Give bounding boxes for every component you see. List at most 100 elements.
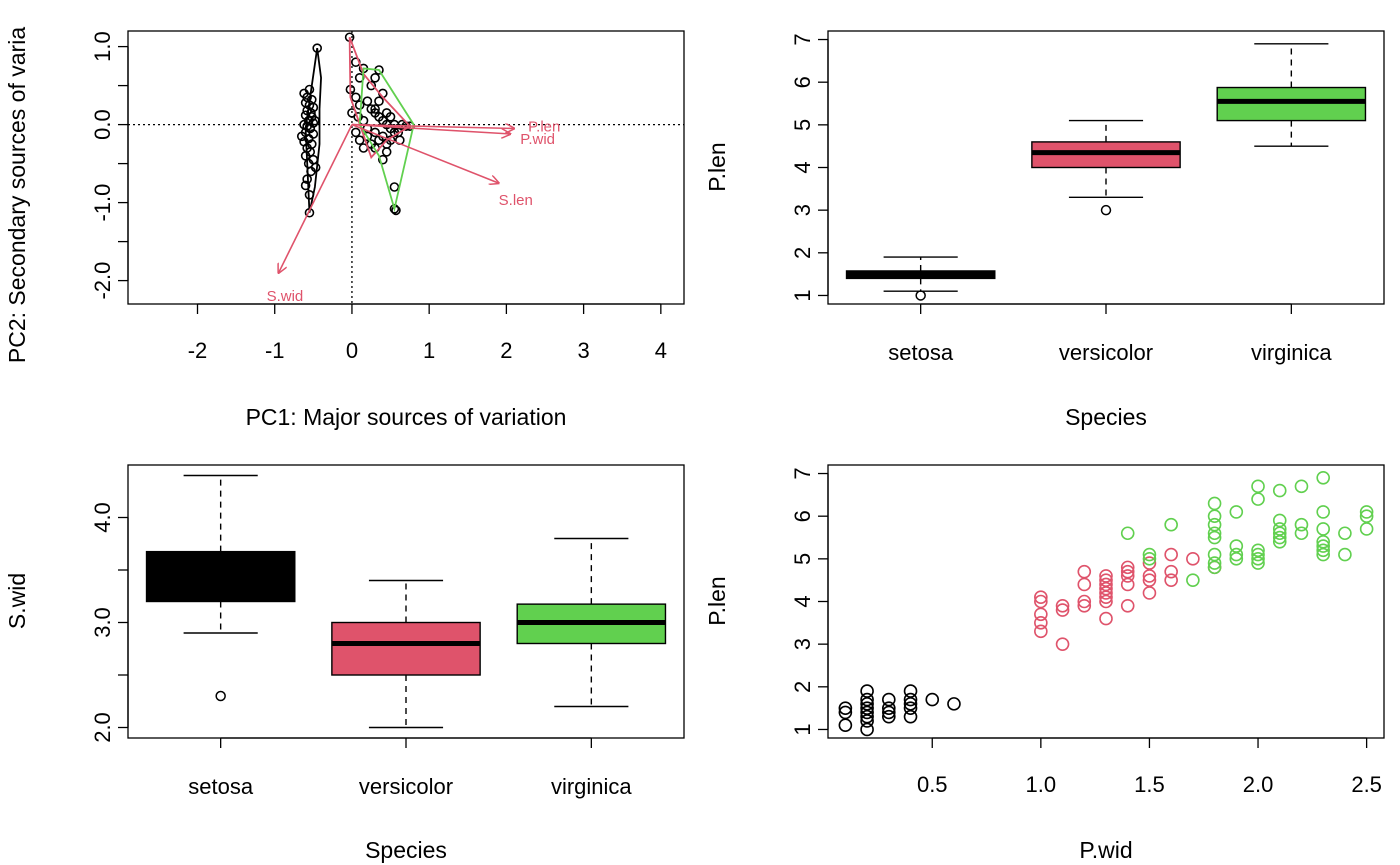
pca-point-versicolor [378, 131, 388, 142]
pca-plot-frame [127, 30, 685, 305]
petal-scatter-point-setosa [860, 701, 874, 715]
petal-scatter-point-versicolor [1164, 564, 1178, 579]
petal-scatter-x-tick-label: 2.0 [1243, 772, 1274, 797]
petal-length-boxplot-box-virginica [1216, 43, 1367, 147]
petal-scatter-point-versicolor [1077, 598, 1092, 613]
petal-scatter-point-virginica [1142, 552, 1157, 566]
sepal-width-boxplot-y-tick-label: 3.0 [90, 607, 115, 638]
petal-scatter-point-setosa [882, 701, 896, 715]
sepal-width-boxplot-box-setosa [145, 474, 296, 702]
petal-scatter-point-virginica [1207, 509, 1222, 523]
petal-scatter-point-setosa [838, 718, 853, 733]
sepal-width-boxplot-y-tick-label: 2.0 [90, 712, 115, 743]
pca-point-virginica [378, 154, 388, 165]
petal-scatter-point-versicolor [1120, 598, 1135, 613]
pca-point-versicolor [362, 96, 373, 106]
loading-arrow-p-wid [351, 123, 510, 134]
petal-scatter-point-virginica [1316, 522, 1330, 536]
petal-scatter-x-tick-label: 2.5 [1351, 772, 1382, 797]
petal-scatter-point-versicolor [1142, 556, 1157, 570]
petal-scatter-point-setosa [903, 684, 918, 698]
sepal-width-boxplot-x-tick-label: virginica [551, 774, 632, 799]
pca-point-versicolor [351, 92, 361, 103]
pca-y-tick-label: -1.0 [90, 184, 115, 222]
pca-point-versicolor [351, 127, 361, 138]
pca-point-virginica [389, 182, 400, 192]
petal-scatter-point-virginica [1207, 496, 1222, 511]
petal-scatter-panel: 0.5 1.0 1.5 2.0 2.5 1 2 3 4 5 6 7 P.wid P.len [704, 464, 1385, 863]
pca-hull-versicolor [348, 36, 412, 160]
sepal-width-boxplot-y-axis-label: S.wid [4, 573, 30, 629]
petal-scatter-x-axis: 0.5 1.0 1.5 2.0 2.5 [917, 737, 1382, 797]
petal-scatter-point-versicolor [1077, 577, 1092, 592]
petal-length-boxplot-x-tick-label: setosa [888, 340, 954, 365]
petal-scatter-point-versicolor [1099, 611, 1113, 626]
petal-scatter-point-virginica [1251, 547, 1265, 562]
petal-length-boxplot-y-tick-label: 7 [790, 33, 815, 45]
pca-x-tick-label: 1 [423, 338, 435, 363]
petal-scatter-y-tick-label: 7 [790, 467, 815, 479]
petal-scatter-point-versicolor [1120, 569, 1135, 583]
petal-scatter-point-setosa [925, 692, 940, 707]
petal-scatter-point-versicolor [1120, 564, 1135, 579]
petal-scatter-y-axis: 1 2 3 4 5 6 7 [790, 467, 829, 736]
petal-scatter-point-versicolor [1120, 560, 1135, 575]
petal-scatter-point-versicolor [1034, 616, 1048, 630]
pca-point-virginica [391, 205, 401, 216]
loading-label-s-len: S.len [499, 192, 533, 209]
petal-length-boxplot-x-tick-label: virginica [1251, 340, 1332, 365]
petal-scatter-point-virginica [1294, 526, 1309, 541]
petal-scatter-point-versicolor [1099, 569, 1113, 583]
petal-length-boxplot-y-axis-label: P.len [704, 142, 730, 191]
petal-scatter-point-virginica [1251, 552, 1265, 566]
petal-scatter-point-setosa [838, 701, 853, 715]
petal-scatter-x-tick-label: 1.0 [1026, 772, 1057, 797]
petal-length-boxplot-y-tick-label: 6 [790, 76, 815, 88]
pca-y-axis: 1.0 0.0 -1.0 -2.0 [90, 31, 129, 300]
sepal-width-boxplot-y-axis: 2.0 3.0 4.0 [90, 502, 129, 743]
pca-point-virginica [374, 96, 384, 106]
petal-length-boxplot-outlier [1100, 204, 1112, 216]
petal-length-boxplot-y-tick-label: 4 [790, 161, 815, 173]
petal-scatter-point-virginica [1229, 505, 1244, 519]
petal-scatter-point-versicolor [1034, 594, 1048, 609]
petal-scatter-point-setosa [860, 692, 874, 707]
pca-x-axis-label: PC1: Major sources of variation [246, 404, 567, 430]
petal-scatter-point-versicolor [1034, 607, 1048, 622]
petal-scatter-point-setosa [882, 709, 896, 724]
petal-scatter-point-virginica [1272, 513, 1287, 528]
petal-scatter-point-virginica [1294, 517, 1309, 532]
pca-point-virginica [366, 80, 377, 91]
pca-hull-setosa [304, 48, 322, 213]
petal-length-boxplot-panel: setosa versicolor virginica 1 2 3 4 5 6 7 Specie… [704, 30, 1385, 430]
petal-length-boxplot-y-tick-label: 2 [790, 247, 815, 259]
petal-length-boxplot-x-axis-label: Species [1065, 404, 1147, 430]
pca-point-virginica [389, 119, 400, 130]
petal-scatter-point-versicolor [1077, 594, 1092, 609]
petal-scatter-point-virginica [1164, 517, 1178, 532]
pca-point-setosa [300, 151, 311, 161]
petal-scatter-point-versicolor [1077, 564, 1092, 579]
petal-scatter-point-virginica [1272, 530, 1287, 545]
petal-scatter-point-versicolor [1142, 573, 1157, 587]
petal-scatter-point-versicolor [1055, 637, 1070, 651]
pca-y-tick-label: 1.0 [90, 31, 115, 62]
pca-point-versicolor [354, 135, 365, 145]
petal-length-boxplot-box-setosa [845, 256, 996, 301]
pca-point-setosa [299, 119, 309, 130]
petal-length-boxplot-plot-area [827, 30, 1385, 305]
petal-scatter-x-axis-label: P.wid [1079, 837, 1132, 863]
petal-scatter-point-versicolor [1186, 552, 1200, 566]
petal-scatter-point-virginica [1272, 483, 1287, 498]
petal-scatter-y-tick-label: 4 [790, 595, 815, 607]
pca-x-tick-label: 3 [577, 338, 589, 363]
petal-length-boxplot-y-tick-label: 1 [790, 289, 815, 301]
petal-scatter-point-versicolor [1164, 547, 1178, 562]
petal-length-boxplot-iqr-box [1216, 86, 1367, 122]
petal-scatter-point-versicolor [1055, 598, 1070, 613]
pca-y-axis-label: PC2: Secondary sources of varia [4, 27, 30, 363]
petal-scatter-point-virginica [1207, 517, 1222, 532]
petal-length-boxplot-box-versicolor [1031, 119, 1181, 216]
